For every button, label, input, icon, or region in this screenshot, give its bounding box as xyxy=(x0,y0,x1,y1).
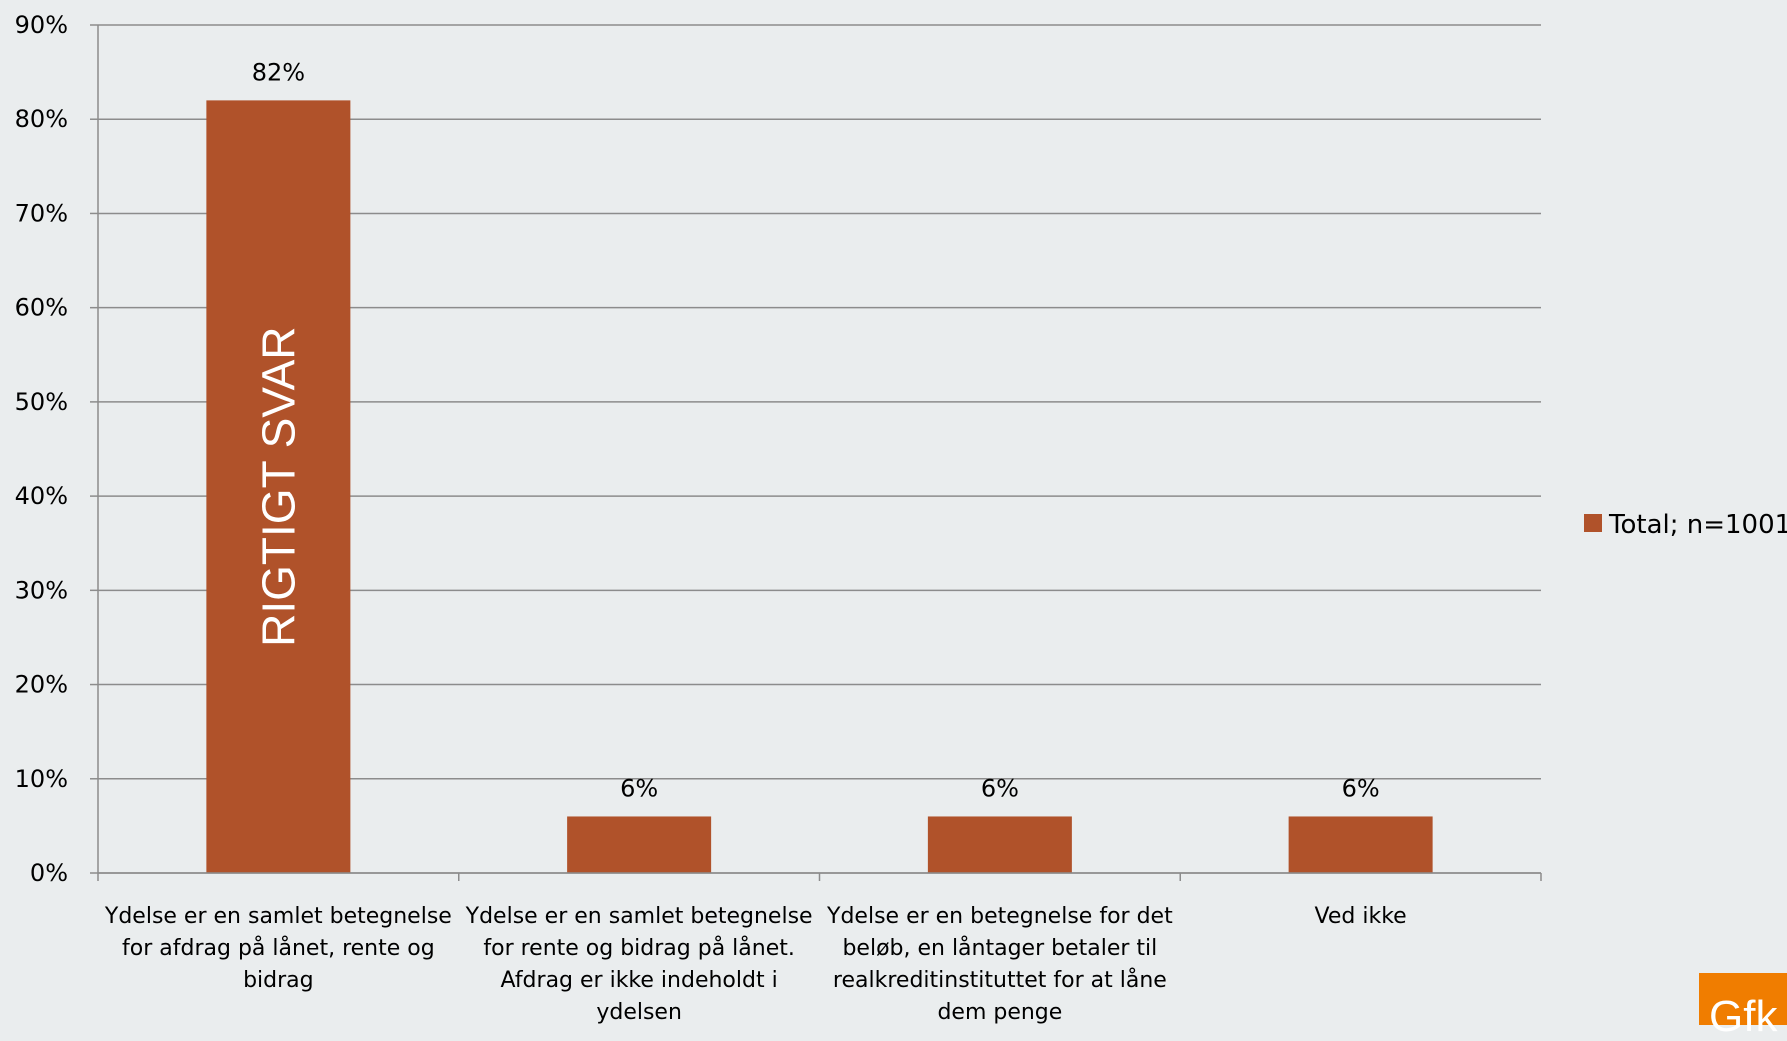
category-label-line: Ydelse er en samlet betegnelse xyxy=(104,904,452,929)
legend-swatch xyxy=(1584,514,1602,532)
y-tick-label: 0% xyxy=(30,859,68,887)
gfk-logo: Gfk xyxy=(1699,973,1787,1039)
data-label: 82% xyxy=(252,58,305,86)
category-label-line: ydelsen xyxy=(596,1000,682,1025)
y-axis-ticks: 0% 10% 20% 30% 40% 50% 60% 70% 80% 90% xyxy=(15,11,98,887)
bar xyxy=(567,816,712,873)
legend-label: Total; n=1001 xyxy=(1608,510,1787,540)
legend: Total; n=1001 xyxy=(1584,510,1787,540)
category-label-line: bidrag xyxy=(243,968,314,993)
category-label: Ydelse er en betegnelse for det beløb, en… xyxy=(826,904,1173,1025)
bars xyxy=(206,100,1433,873)
category-label: Ydelse er en samlet betegnelse for rente … xyxy=(465,904,813,1025)
category-label-line: for afdrag på lånet, rente og xyxy=(122,935,435,961)
y-tick-label: 50% xyxy=(15,388,68,416)
data-label: 6% xyxy=(620,774,658,802)
correct-answer-annotation: RIGTIGT SVAR xyxy=(252,327,304,647)
category-label-line: Ydelse er en samlet betegnelse xyxy=(465,904,813,929)
bar xyxy=(927,816,1072,873)
data-labels: 82% 6% 6% 6% RIGTIGT SVAR xyxy=(252,58,1380,802)
y-tick-label: 70% xyxy=(15,199,68,227)
y-tick-label: 80% xyxy=(15,105,68,133)
logo-text: Gfk xyxy=(1709,992,1778,1041)
category-label-line: beløb, en låntager betaler til xyxy=(842,935,1157,961)
y-tick-label: 90% xyxy=(15,11,68,39)
y-tick-label: 60% xyxy=(15,294,68,322)
bar xyxy=(206,100,351,873)
axes xyxy=(97,25,1542,881)
category-label-line: Ydelse er en betegnelse for det xyxy=(826,904,1173,929)
category-label-line: for rente og bidrag på lånet. xyxy=(483,935,795,961)
y-tick-label: 40% xyxy=(15,482,68,510)
bar xyxy=(1288,816,1433,873)
data-label: 6% xyxy=(1342,774,1380,802)
category-label-line: Afdrag er ikke indeholdt i xyxy=(501,968,778,993)
category-label-line: dem penge xyxy=(937,1000,1062,1025)
category-label-line: realkreditinstituttet for at låne xyxy=(833,967,1167,993)
category-labels: Ydelse er en samlet betegnelse for afdrag… xyxy=(104,904,1407,1025)
category-label: Ved ikke xyxy=(1315,904,1407,929)
data-label: 6% xyxy=(981,774,1019,802)
category-label: Ydelse er en samlet betegnelse for afdrag… xyxy=(104,904,452,993)
y-tick-label: 10% xyxy=(15,765,68,793)
category-label-line: Ved ikke xyxy=(1315,904,1407,929)
y-tick-label: 30% xyxy=(15,576,68,604)
y-tick-label: 20% xyxy=(15,671,68,699)
